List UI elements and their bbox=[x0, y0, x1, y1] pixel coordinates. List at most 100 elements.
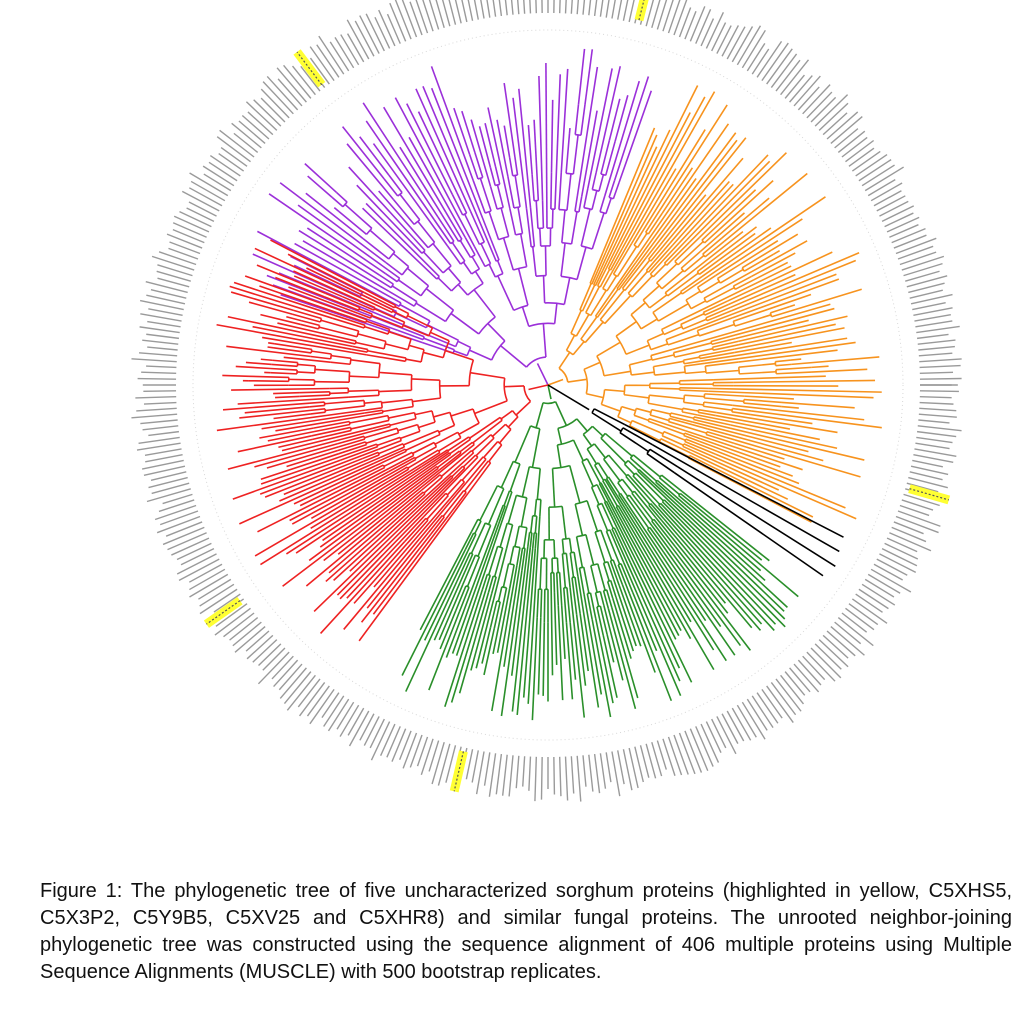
branch bbox=[389, 417, 417, 427]
leaf-branch bbox=[254, 247, 361, 299]
taxon-label bbox=[409, 1, 423, 36]
branch bbox=[427, 514, 443, 533]
taxon-label bbox=[156, 270, 191, 282]
leaf-branch bbox=[428, 611, 461, 691]
leaf-branch bbox=[619, 112, 691, 248]
branch bbox=[683, 356, 700, 361]
taxon-label bbox=[318, 35, 345, 75]
node-arc bbox=[630, 314, 642, 330]
leaf-branch bbox=[298, 229, 378, 280]
taxon-label bbox=[736, 25, 762, 66]
taxon-label bbox=[145, 281, 188, 294]
node-arc bbox=[487, 460, 492, 464]
taxon-label bbox=[391, 728, 407, 762]
leaf-branch bbox=[545, 62, 548, 210]
taxon-label bbox=[188, 201, 217, 217]
leaf-branch bbox=[713, 470, 812, 523]
leaf-branch bbox=[293, 264, 343, 289]
taxon-label bbox=[775, 59, 801, 92]
taxon-label bbox=[347, 707, 365, 736]
taxon-label bbox=[695, 9, 712, 44]
branch bbox=[430, 452, 451, 467]
leaf-branch bbox=[279, 456, 381, 502]
branch bbox=[700, 280, 720, 294]
leaf-branch bbox=[286, 449, 338, 468]
branch bbox=[627, 460, 639, 471]
branch bbox=[589, 592, 597, 619]
taxon-label bbox=[766, 685, 794, 724]
branch bbox=[475, 437, 495, 457]
branch bbox=[604, 478, 621, 505]
branch bbox=[704, 397, 744, 403]
leaf-branch bbox=[305, 192, 364, 240]
branch bbox=[570, 310, 582, 334]
leaf-branch bbox=[405, 580, 458, 692]
branch bbox=[618, 494, 628, 507]
node-arc bbox=[633, 244, 639, 249]
node-arc bbox=[629, 454, 634, 459]
branch bbox=[656, 479, 687, 507]
node-arc bbox=[490, 340, 506, 361]
leaf-branch bbox=[359, 136, 390, 176]
taxon-label bbox=[576, 0, 580, 15]
branch bbox=[650, 246, 664, 262]
node-arc bbox=[508, 562, 515, 566]
node-arc bbox=[467, 282, 484, 296]
taxon-label bbox=[886, 537, 918, 553]
branch bbox=[593, 464, 605, 481]
taxon-label bbox=[593, 753, 601, 794]
branch bbox=[581, 284, 596, 312]
branch bbox=[411, 378, 440, 382]
branch bbox=[775, 366, 812, 371]
branch bbox=[310, 411, 326, 415]
branch bbox=[600, 140, 611, 175]
branch bbox=[456, 552, 471, 582]
branch bbox=[699, 351, 735, 360]
taxon-label bbox=[213, 593, 241, 613]
node-arc bbox=[496, 600, 501, 603]
branch bbox=[654, 371, 686, 376]
branch bbox=[451, 242, 466, 262]
branch bbox=[516, 547, 521, 566]
taxon-label bbox=[864, 166, 904, 192]
taxon-label bbox=[876, 558, 908, 576]
branch bbox=[309, 401, 325, 405]
leaf-branch bbox=[733, 379, 876, 384]
node-arc bbox=[581, 245, 593, 250]
branch bbox=[701, 215, 729, 241]
taxon-label bbox=[465, 749, 474, 780]
taxon-label bbox=[897, 510, 941, 527]
branch bbox=[699, 348, 735, 357]
branch bbox=[394, 305, 409, 315]
leaf-branch bbox=[738, 323, 836, 346]
leaf-branch bbox=[227, 430, 374, 470]
branch bbox=[674, 347, 713, 358]
branch bbox=[703, 300, 728, 314]
leaf-branch bbox=[216, 409, 366, 432]
leaf-branch bbox=[655, 517, 727, 604]
branch bbox=[421, 474, 441, 491]
taxon-label bbox=[867, 573, 901, 594]
taxon-label bbox=[837, 617, 874, 647]
branch bbox=[419, 465, 438, 480]
phylogenetic-tree-figure bbox=[131, 0, 962, 802]
branch bbox=[359, 296, 393, 314]
taxon-label bbox=[348, 710, 370, 747]
branch bbox=[602, 590, 610, 609]
node-arc bbox=[593, 284, 596, 287]
node-arc bbox=[396, 277, 401, 283]
taxon-label bbox=[834, 621, 862, 645]
taxon-label bbox=[529, 0, 532, 14]
leaf-branch bbox=[583, 594, 603, 695]
node-arc bbox=[682, 395, 686, 403]
taxon-label bbox=[916, 436, 953, 444]
branch bbox=[293, 309, 322, 320]
leaf-branch bbox=[231, 387, 330, 391]
branch bbox=[633, 490, 657, 519]
branch bbox=[637, 470, 654, 487]
leaf-branch bbox=[430, 87, 492, 241]
taxon-label bbox=[789, 667, 811, 693]
taxon-label bbox=[180, 548, 215, 566]
branch bbox=[606, 275, 618, 292]
branch bbox=[398, 326, 425, 338]
